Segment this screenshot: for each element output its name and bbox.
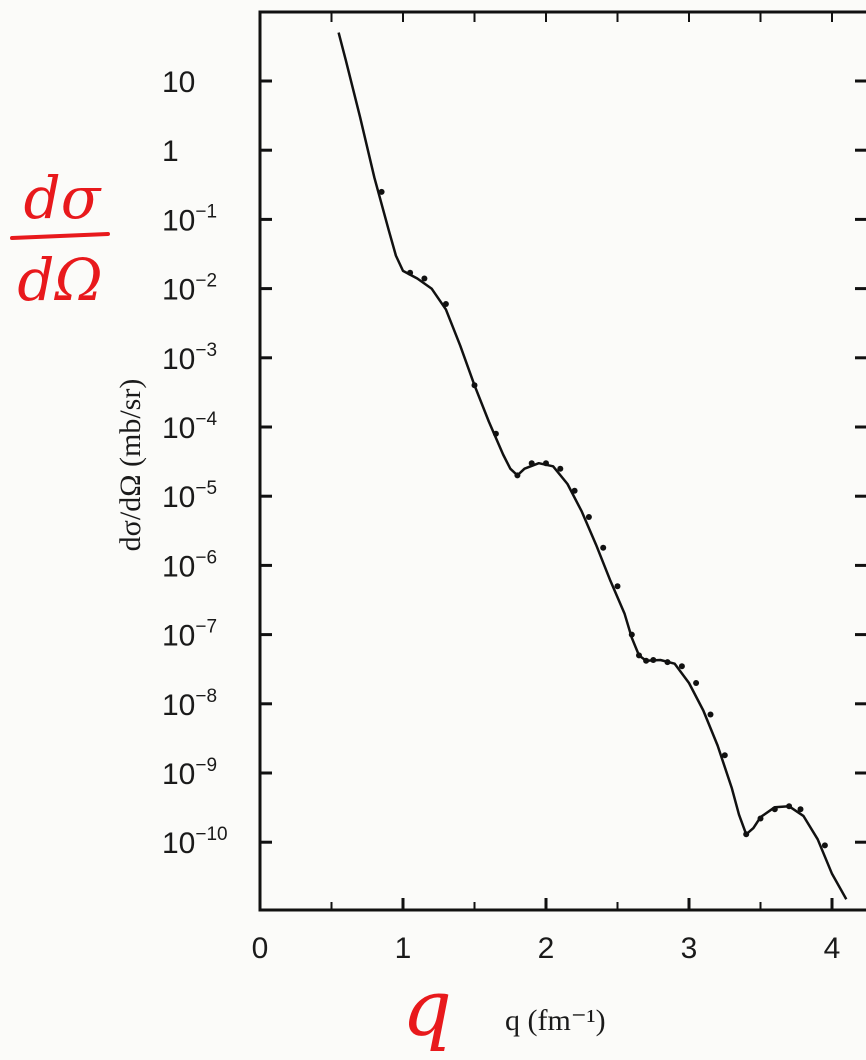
y-tick-label: 10−8 xyxy=(162,686,217,722)
x-tick-labels: 0 1 2 3 4 xyxy=(252,932,841,965)
y-tick-label: 10 xyxy=(162,66,195,99)
data-point xyxy=(693,680,700,686)
data-point xyxy=(378,188,385,195)
x-tick-label: 1 xyxy=(395,932,412,965)
data-point xyxy=(636,652,642,659)
data-point xyxy=(614,583,621,590)
y-tick-label: 10−6 xyxy=(162,547,217,583)
axis-ticks xyxy=(258,12,866,910)
data-point xyxy=(557,465,564,472)
data-point xyxy=(585,514,592,520)
data-point xyxy=(442,301,449,307)
y-tick-label: 10−7 xyxy=(162,617,217,653)
data-point xyxy=(528,460,535,467)
data-point xyxy=(707,711,714,718)
y-tick-label: 10−4 xyxy=(162,409,217,445)
handwritten-x-annotation: q xyxy=(402,964,452,1054)
x-tick-label: 3 xyxy=(681,932,698,965)
data-point xyxy=(757,815,764,822)
hand-y-numerator: dσ xyxy=(24,164,102,232)
y-tick-label: 1 xyxy=(162,135,179,168)
data-point xyxy=(650,657,657,663)
data-point xyxy=(407,269,414,276)
data-point xyxy=(600,544,607,551)
data-point xyxy=(786,803,793,810)
handwritten-y-annotation: dσ dΩ xyxy=(10,164,110,314)
hand-fraction-bar xyxy=(10,232,110,240)
data-point xyxy=(543,460,549,467)
x-tick-label: 0 xyxy=(252,932,269,965)
data-point xyxy=(721,752,728,759)
y-tick-labels: 10 1 10−1 10−2 10−3 10−4 10−5 10−6 10−7 10−8 10−9 1… xyxy=(162,66,228,860)
y-tick-label: 10−3 xyxy=(162,340,217,376)
plot-area-frame xyxy=(258,10,866,912)
y-tick-label: 10−2 xyxy=(162,271,217,307)
data-point xyxy=(821,842,828,849)
data-point xyxy=(643,657,650,664)
y-tick-label: 10−10 xyxy=(162,824,228,860)
data-point xyxy=(571,487,578,494)
hand-y-denominator: dΩ xyxy=(17,246,102,314)
data-point xyxy=(492,430,499,437)
y-axis-label: dσ/dΩ (mb/sr) xyxy=(114,379,147,552)
data-point xyxy=(628,631,635,638)
x-axis-label: q (fm⁻¹) xyxy=(505,1004,606,1037)
data-point xyxy=(514,472,521,479)
x-tick-label: 2 xyxy=(538,932,555,965)
data-point xyxy=(421,275,428,282)
plot-marks xyxy=(337,32,848,900)
data-point xyxy=(797,806,804,813)
data-point xyxy=(771,806,778,813)
data-point xyxy=(743,831,750,838)
y-tick-label: 10−1 xyxy=(162,201,217,237)
data-point xyxy=(471,382,478,389)
y-tick-label: 10−9 xyxy=(162,755,217,791)
x-tick-label: 4 xyxy=(824,932,841,965)
y-tick-label: 10−5 xyxy=(162,478,217,514)
data-point xyxy=(664,659,671,666)
fit-curve xyxy=(337,32,848,900)
data-point xyxy=(678,663,685,670)
